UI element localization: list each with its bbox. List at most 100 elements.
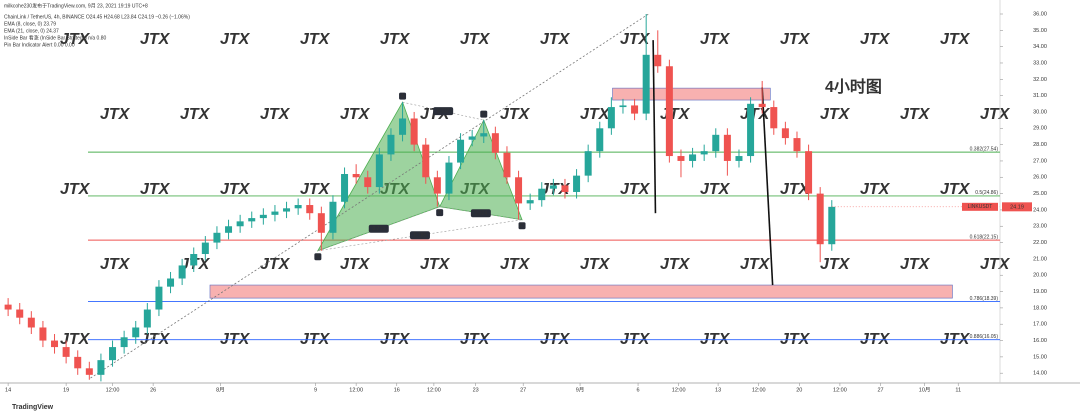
candle-body xyxy=(468,136,476,140)
candle-body xyxy=(573,175,581,192)
y-tick-label: 35.00 xyxy=(1033,28,1047,34)
y-tick-label: 24.00 xyxy=(1033,207,1047,213)
y-tick-label: 22.00 xyxy=(1033,240,1047,246)
x-tick-label: 20 xyxy=(796,387,802,393)
watermark: JTX xyxy=(260,106,291,123)
fib-label: 0.5(24.86) xyxy=(975,190,998,196)
symbol-box xyxy=(962,202,998,211)
candle-body xyxy=(642,54,650,114)
candle-body xyxy=(561,185,569,192)
candle-body xyxy=(375,154,383,188)
ratio-label: 0.737 xyxy=(437,108,450,114)
y-tick-label: 16.00 xyxy=(1033,338,1047,344)
watermark: JTX xyxy=(140,31,171,48)
y-tick-label: 23.00 xyxy=(1033,224,1047,230)
point-label: C xyxy=(482,111,486,117)
watermark: JTX xyxy=(300,31,331,48)
zone xyxy=(612,87,771,101)
candle-body xyxy=(364,177,372,188)
watermark: JTX xyxy=(820,106,851,123)
watermark: JTX xyxy=(60,331,91,348)
watermark: JTX xyxy=(220,31,251,48)
candle-body xyxy=(793,138,801,152)
ratio-box xyxy=(368,224,389,233)
y-tick-label: 15.00 xyxy=(1033,354,1047,360)
candle-body xyxy=(665,66,673,157)
point-box xyxy=(518,222,526,230)
watermark: JTX xyxy=(900,106,931,123)
x-tick-label: 14 xyxy=(5,387,11,393)
y-tick-label: 27.00 xyxy=(1033,158,1047,164)
candle-body xyxy=(689,154,697,161)
ratio-label: 0.713 xyxy=(373,226,386,232)
ratio-box xyxy=(409,231,430,240)
y-tick-label: 34.00 xyxy=(1033,44,1047,50)
candle-body xyxy=(16,309,24,318)
y-tick-label: 30.00 xyxy=(1033,109,1047,115)
candle-body xyxy=(399,118,407,135)
candle-body xyxy=(735,156,743,161)
candle-body xyxy=(700,151,708,155)
watermark: JTX xyxy=(140,181,171,198)
ratio-box xyxy=(433,107,454,116)
watermark: JTX xyxy=(180,106,211,123)
candle-body xyxy=(805,151,813,194)
watermark: JTX xyxy=(580,256,611,273)
candle-body xyxy=(828,206,836,245)
x-tick-label: 12:00 xyxy=(349,387,363,393)
point-box xyxy=(399,92,407,100)
watermark: JTX xyxy=(620,31,651,48)
ratio-box xyxy=(470,209,491,218)
x-tick-label: 12:00 xyxy=(672,387,686,393)
watermark: JTX xyxy=(660,106,691,123)
x-tick-label: 12:00 xyxy=(752,387,766,393)
candle-body xyxy=(538,188,546,201)
legend-line: EMA (8, close, 0) 23.79 xyxy=(4,21,56,27)
candle-body xyxy=(631,105,639,114)
point-box xyxy=(436,209,444,217)
candle-body xyxy=(619,105,627,108)
legend-line: Pin Bar Indicator Alert 0.00 0.00 xyxy=(4,42,75,48)
x-tick-label: 9月 xyxy=(576,386,585,393)
candle-body xyxy=(816,193,824,245)
y-tick-label: 18.00 xyxy=(1033,305,1047,311)
candle-body xyxy=(526,200,534,204)
candle-body xyxy=(410,118,418,145)
ratio-label: 0.785 xyxy=(414,233,427,239)
watermark: JTX xyxy=(420,256,451,273)
candle-body xyxy=(271,211,279,215)
legend-line: EMA (21, close, 0) 24.37 xyxy=(4,28,59,34)
watermark: JTX xyxy=(500,256,531,273)
candle-body xyxy=(27,317,35,328)
x-tick-label: 16 xyxy=(394,387,400,393)
candle-body xyxy=(723,134,731,161)
annotation: 4小时图 xyxy=(825,78,882,96)
candle-body xyxy=(654,54,662,67)
point-label: B xyxy=(438,210,442,216)
watermark: JTX xyxy=(900,256,931,273)
x-tick-label: 9 xyxy=(314,387,317,393)
candle-body xyxy=(74,356,82,369)
candle-body xyxy=(596,128,604,152)
candle-body xyxy=(712,134,720,152)
candle-body xyxy=(607,107,615,129)
candle-body xyxy=(341,174,349,202)
watermark: JTX xyxy=(980,256,1011,273)
candle-body xyxy=(515,177,523,204)
candle-body xyxy=(248,218,256,222)
y-tick-label: 26.00 xyxy=(1033,175,1047,181)
watermark: JTX xyxy=(940,181,971,198)
watermark: JTX xyxy=(580,106,611,123)
candle-body xyxy=(781,128,789,139)
watermark: JTX xyxy=(260,256,291,273)
publisher: milkcohe230发布于TradingView.com, 9月 23, 20… xyxy=(4,2,148,9)
candle-body xyxy=(677,156,685,161)
watermark: JTX xyxy=(300,181,331,198)
candle-body xyxy=(155,286,163,310)
candle-body xyxy=(97,360,105,375)
x-tick-label: 27 xyxy=(520,387,526,393)
point-box xyxy=(480,110,488,118)
x-tick-label: 12:00 xyxy=(833,387,847,393)
watermark: JTX xyxy=(340,256,371,273)
